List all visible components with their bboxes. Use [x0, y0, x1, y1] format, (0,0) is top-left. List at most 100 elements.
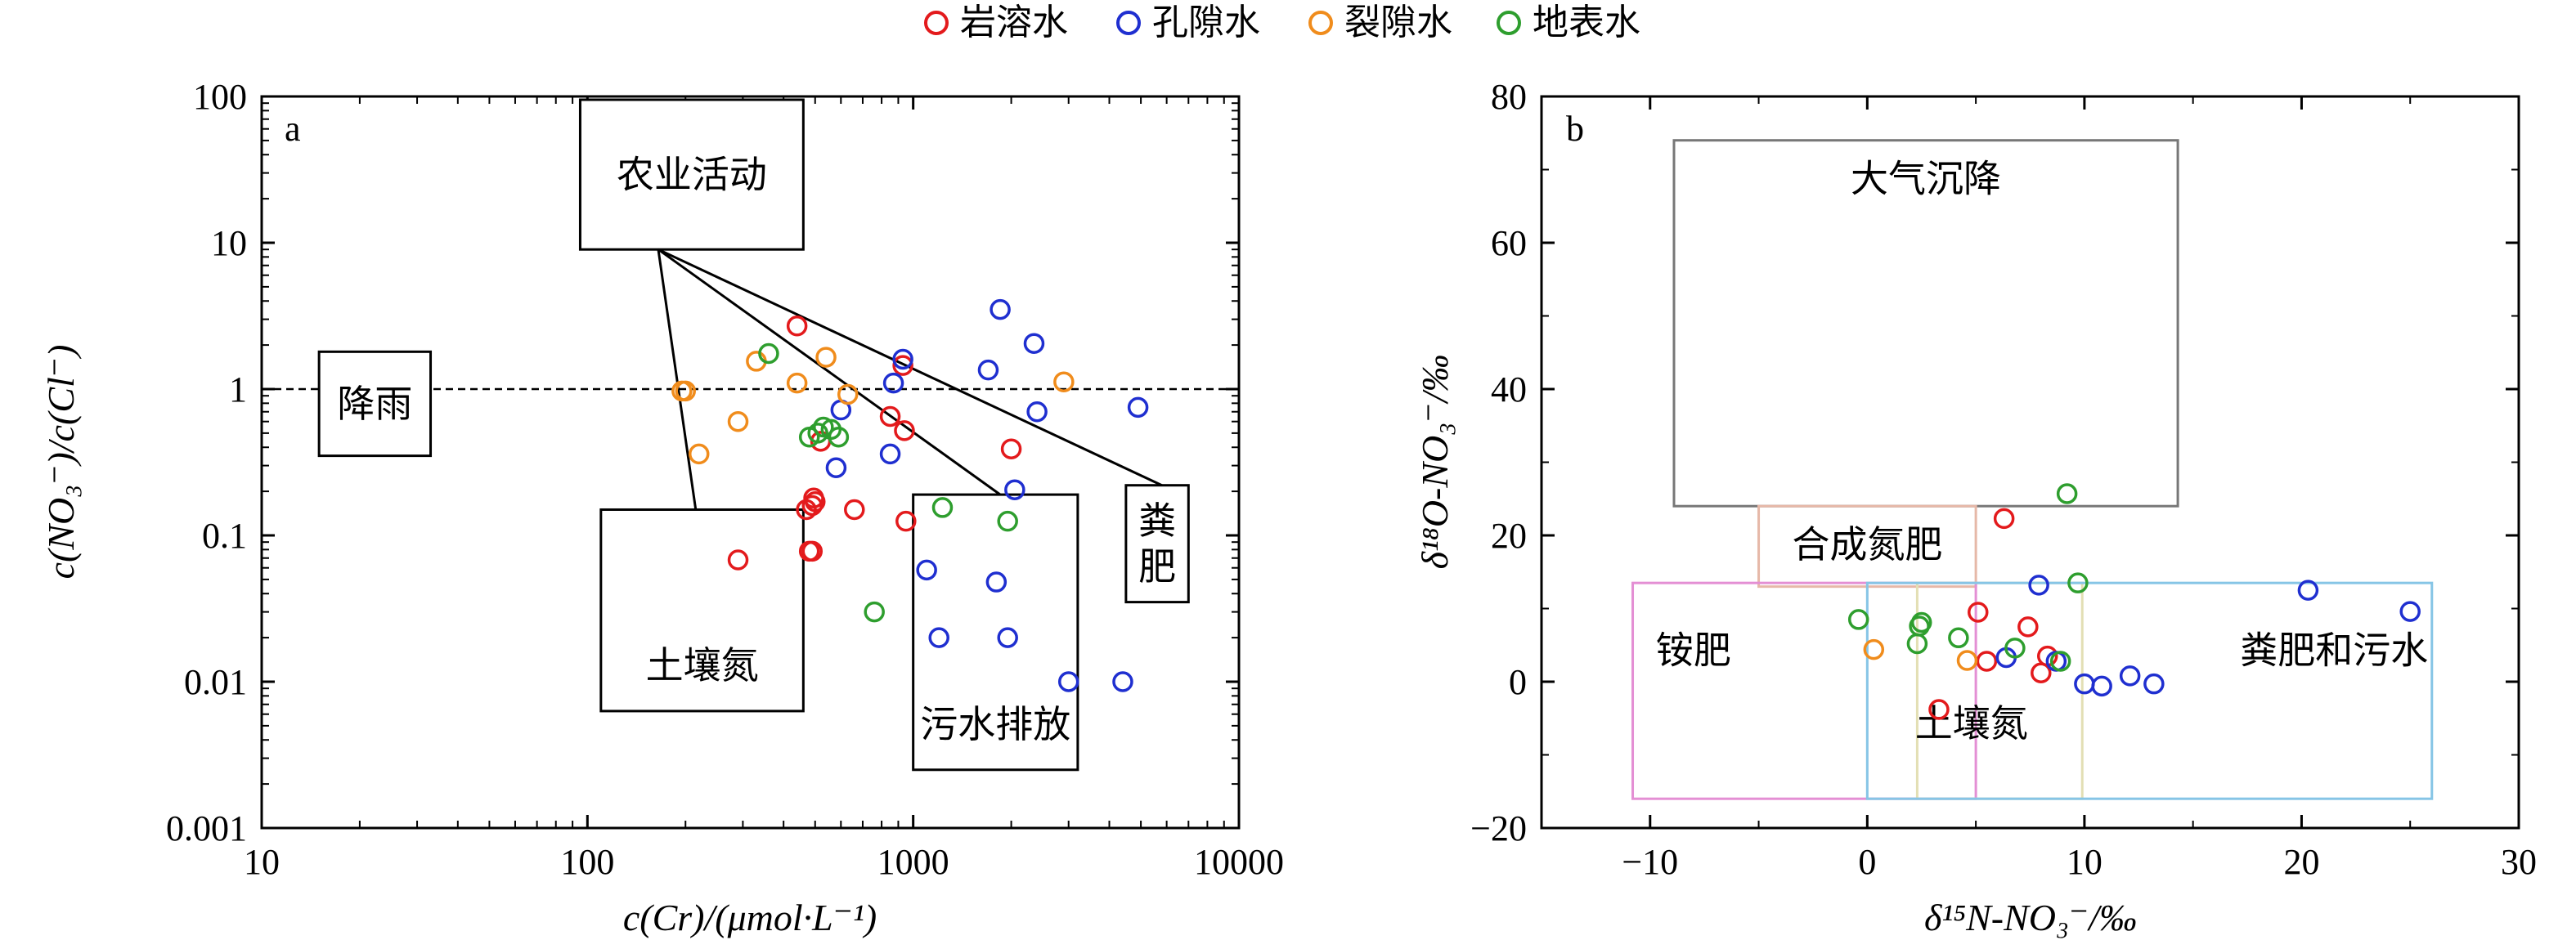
data-point: [1127, 396, 1149, 419]
data-point: [2143, 673, 2165, 695]
data-point: [844, 499, 865, 521]
data-point: [1968, 602, 1989, 623]
panel-b: b δ¹⁵N-NO₃⁻/‰ δ¹⁸O-NO₃⁻/‰ −10 0 10 20 30 −20 0…: [1414, 77, 2537, 938]
source-box-label: 铵肥: [1656, 629, 1731, 673]
x-tick-label: 10: [244, 842, 280, 882]
data-point: [997, 627, 1018, 648]
legend-item: 地表水: [1497, 2, 1640, 44]
legend-marker-icon: [1497, 11, 1521, 35]
y-tick-label: 0: [1509, 662, 1527, 702]
data-point: [892, 348, 913, 370]
data-point: [758, 342, 779, 365]
source-box-label: 降雨: [337, 382, 412, 426]
legend: 岩溶水 孔隙水 裂隙水 地表水: [0, 0, 2576, 46]
legend-label: 孔隙水: [1152, 2, 1260, 43]
y-tick-label: 0.1: [202, 516, 247, 556]
data-point: [892, 355, 913, 376]
data-point: [1053, 371, 1075, 392]
data-point: [1023, 333, 1045, 354]
mixing-line: [657, 248, 1001, 496]
data-point: [801, 540, 824, 562]
panel-a-y-axis-label: c(NO₃⁻)/c(Cl⁻): [40, 345, 82, 580]
y-tick-label: 0.01: [184, 662, 247, 702]
data-point: [928, 627, 949, 648]
source-box-label: 合成氮肥: [1792, 522, 1942, 566]
data-point: [688, 443, 710, 465]
data-point: [2074, 673, 2095, 695]
source-box-label: 农业活动: [617, 153, 767, 197]
legend-label: 裂隙水: [1344, 2, 1452, 43]
data-point: [1026, 401, 1048, 423]
panel-b-x-axis-label: δ¹⁵N-NO₃⁻/‰: [1924, 897, 2137, 938]
panel-a-label: a: [285, 109, 301, 149]
data-point: [815, 347, 837, 368]
panel-a-x-axis-label: c(Cr)/(μmol·L⁻¹): [623, 897, 877, 938]
x-tick-label: 10000: [1194, 842, 1284, 882]
data-point: [1928, 699, 1950, 720]
data-point: [1906, 633, 1928, 655]
source-box: [599, 508, 805, 713]
data-point: [1948, 627, 1969, 649]
data-point: [1004, 479, 1025, 500]
data-point: [895, 510, 917, 532]
legend-label: 地表水: [1533, 2, 1640, 43]
data-point: [894, 420, 915, 441]
legend-marker-icon: [924, 11, 949, 35]
data-point: [2297, 580, 2319, 601]
x-tick-label: 20: [2283, 842, 2319, 882]
data-point: [997, 510, 1018, 532]
data-point: [2017, 616, 2039, 638]
legend-item: 孔隙水: [1116, 2, 1260, 44]
source-box: [1915, 581, 2084, 800]
data-point: [825, 457, 847, 478]
data-point: [2056, 483, 2078, 504]
y-tick-label: −20: [1470, 808, 1527, 848]
panel-a: a c(Cr)/(μmol·L⁻¹) c(NO₃⁻)/c(Cl⁻) 10 100 1…: [40, 77, 1284, 938]
data-point: [916, 559, 937, 581]
x-tick-label: 100: [560, 842, 614, 882]
source-box-label: 粪肥: [1138, 499, 1176, 589]
data-point: [864, 601, 885, 623]
data-point: [1976, 651, 1998, 672]
data-point: [977, 359, 999, 381]
data-point: [807, 423, 828, 444]
data-point: [985, 571, 1008, 593]
data-point: [1956, 650, 1978, 671]
data-point: [879, 405, 901, 427]
data-point: [1863, 638, 1885, 660]
source-box: [578, 98, 805, 251]
mixing-line: [657, 248, 1163, 487]
data-point: [2031, 662, 2052, 684]
y-tick-label: 0.001: [166, 808, 247, 848]
source-box: [1124, 484, 1190, 604]
x-tick-label: −10: [1622, 842, 1678, 882]
y-tick-label: 20: [1491, 516, 1527, 556]
data-point: [805, 490, 826, 513]
data-point: [990, 298, 1011, 320]
data-point: [1112, 671, 1133, 692]
panel-b-plot-area: [1540, 95, 2520, 830]
data-point: [2049, 651, 2071, 672]
data-point: [1993, 508, 2015, 530]
y-tick-label: 1: [229, 369, 247, 410]
source-box-label: 粪肥和污水: [2240, 629, 2428, 673]
data-point: [879, 443, 901, 465]
data-point: [786, 372, 808, 394]
y-tick-label: 60: [1491, 223, 1527, 263]
data-point: [1000, 438, 1022, 459]
source-box: [1631, 581, 1977, 800]
data-point: [882, 372, 904, 394]
y-tick-label: 80: [1491, 77, 1527, 117]
legend-marker-icon: [1116, 11, 1141, 35]
panel-a-plot-area: [260, 95, 1241, 830]
source-box: [317, 350, 433, 458]
data-point: [828, 426, 850, 448]
y-tick-label: 100: [193, 77, 247, 117]
source-box: [1865, 581, 2434, 800]
x-tick-label: 10: [2067, 842, 2103, 882]
data-point: [2399, 601, 2421, 622]
data-point: [727, 410, 749, 432]
data-point: [2028, 575, 2049, 596]
x-tick-label: 0: [1858, 842, 1876, 882]
